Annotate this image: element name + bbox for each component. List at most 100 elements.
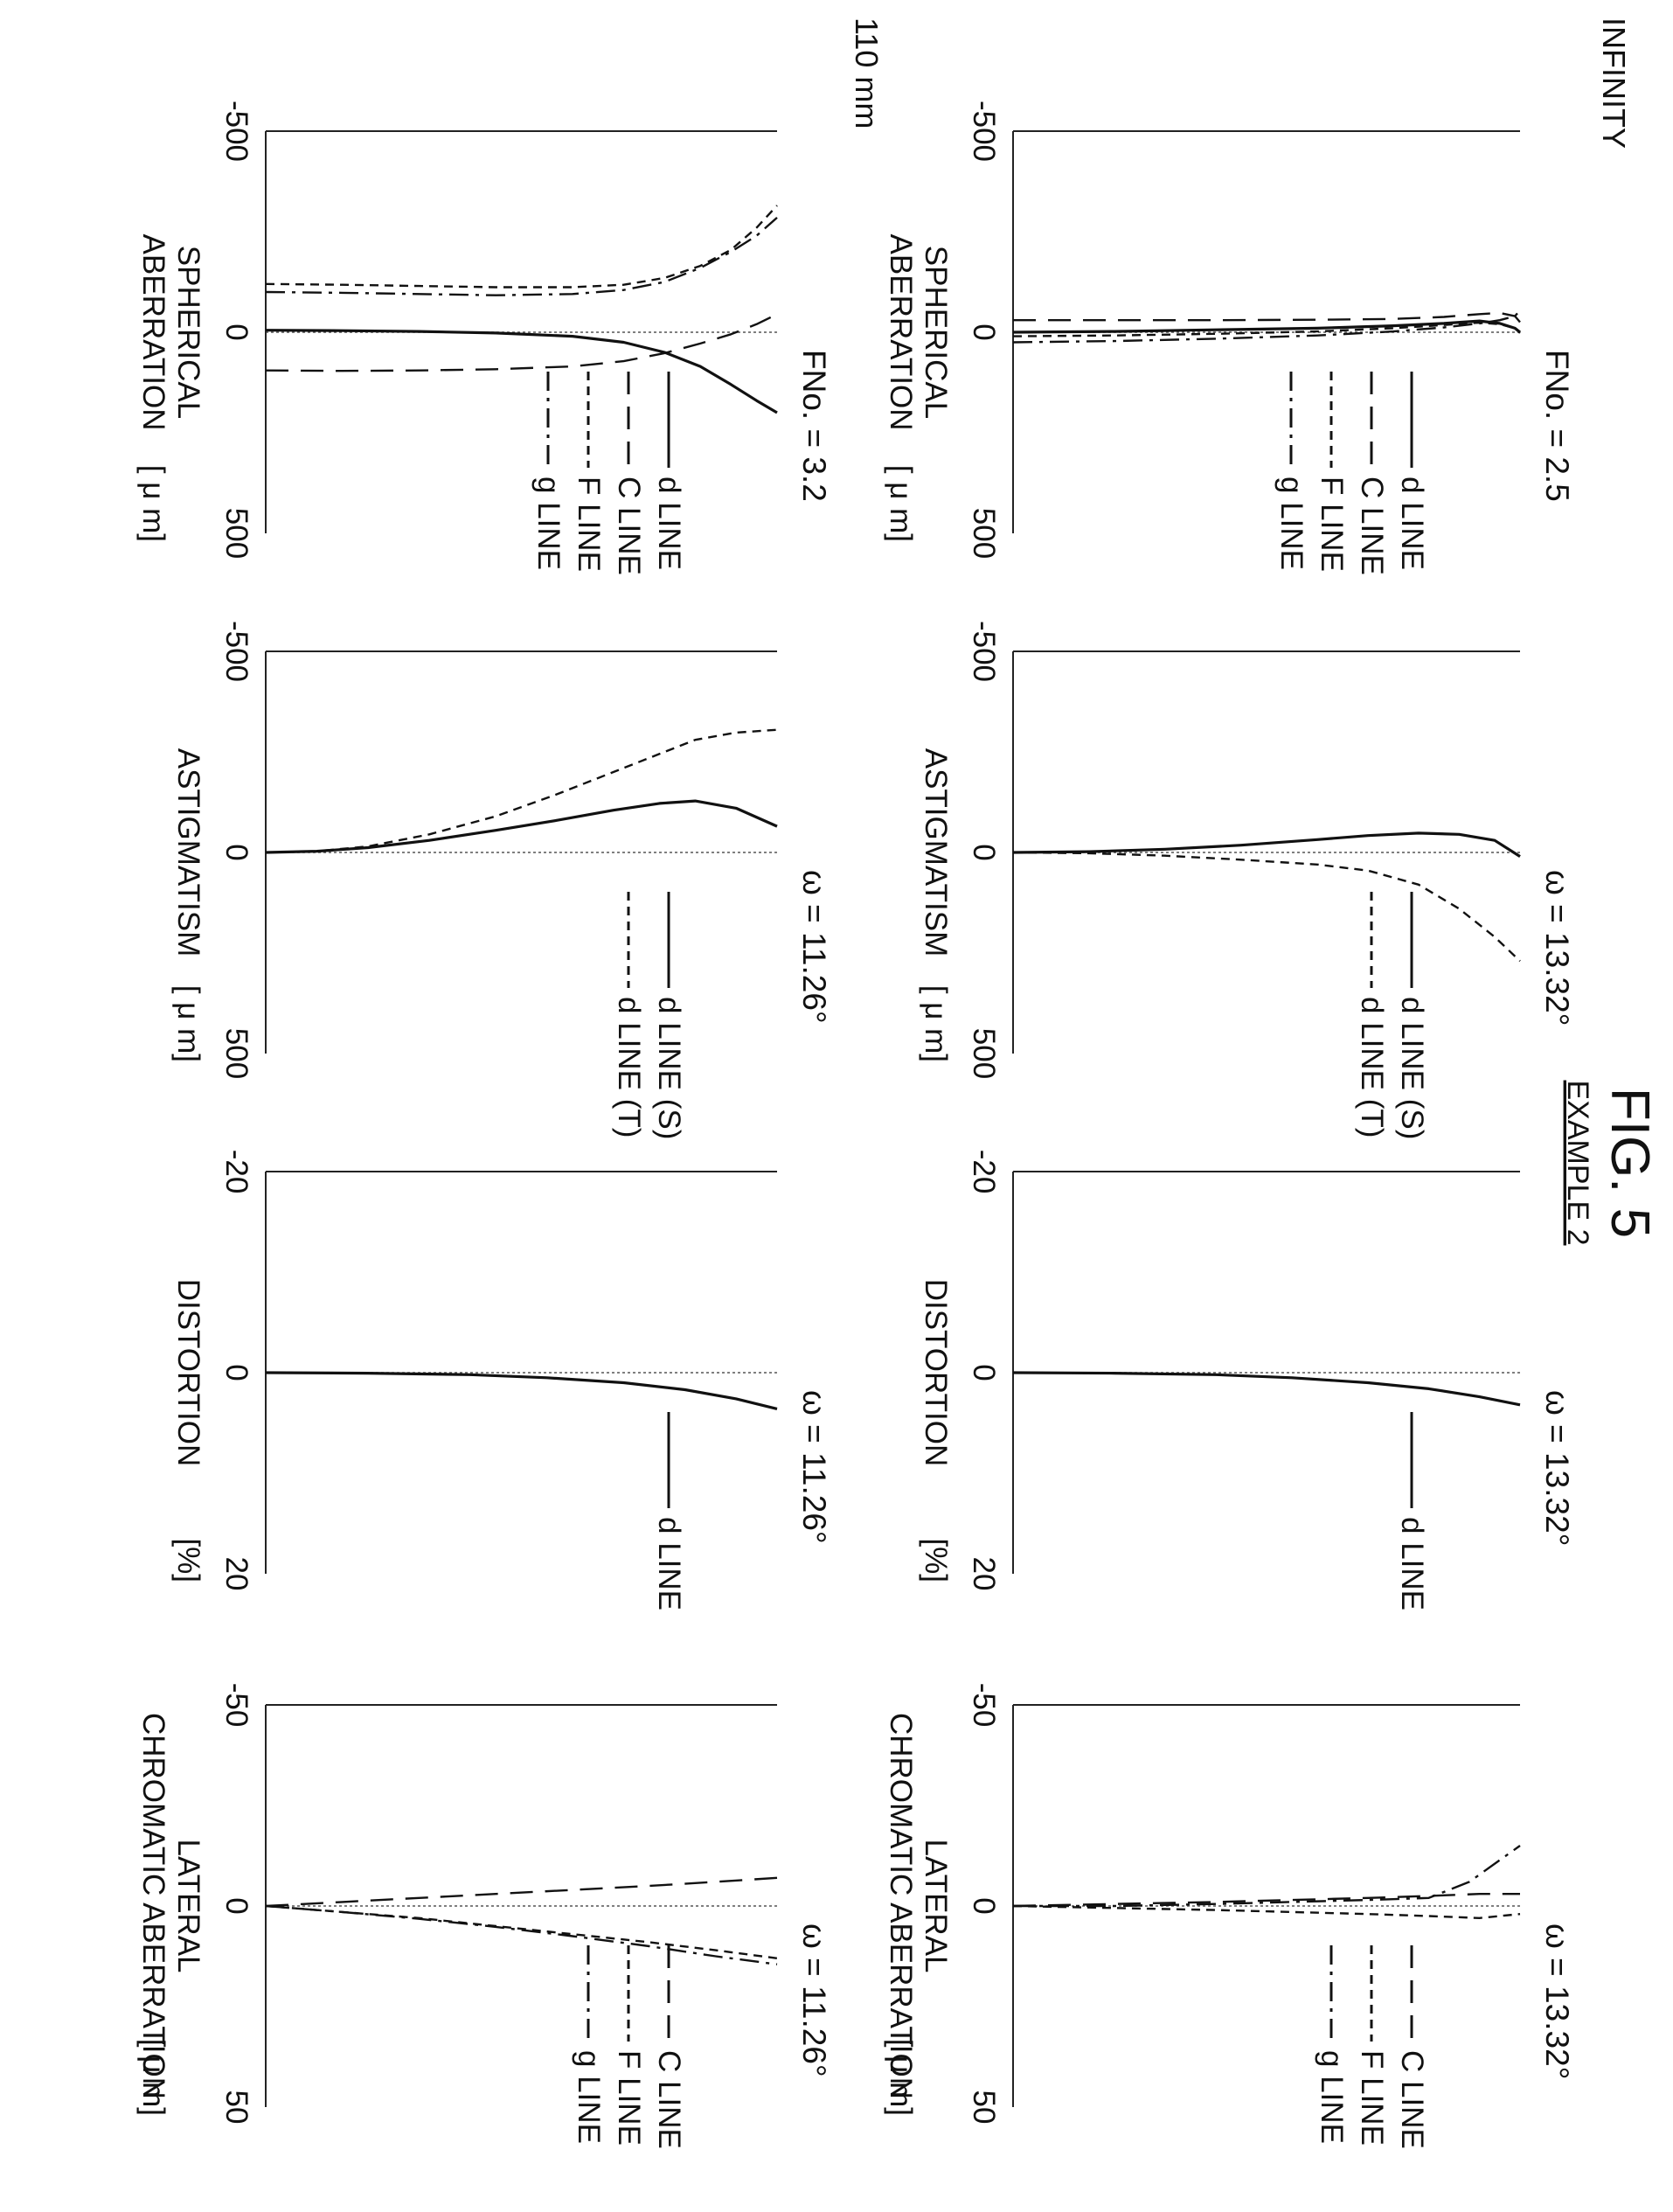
series-line-f-line — [265, 1904, 778, 1959]
param-label: ω = 13.32° — [1539, 1390, 1575, 1546]
tick-label: -20 — [967, 1150, 1001, 1194]
plot-dist-inf: -20 0 20 ω = 13.32° DISTORTION [%] d LINE — [919, 1150, 1575, 1610]
series-line-d-line-t — [1012, 851, 1521, 963]
figure-title: FIG. 5 — [1600, 1088, 1660, 1238]
series-line-f-line — [1012, 321, 1521, 337]
axis-label: ABERRATION — [136, 234, 170, 431]
tick-label: 20 — [219, 1557, 253, 1591]
param-label: FNo. = 2.5 — [1539, 350, 1575, 502]
tick-label: 0 — [967, 323, 1001, 340]
series-line-f-line — [265, 205, 778, 289]
plot-dist-110: -20 0 20 ω = 11.26° DISTORTION [%] d LINE — [171, 1150, 832, 1610]
axis-label: DISTORTION — [171, 1279, 205, 1467]
axis-label: SPHERICAL — [919, 246, 953, 419]
tick-label: 0 — [967, 844, 1001, 860]
series-line-g-line — [265, 217, 778, 296]
axis-label: DISTORTION — [919, 1279, 953, 1467]
axis-unit: [ μ m] — [136, 2039, 170, 2116]
tick-label: -50 — [219, 1683, 253, 1728]
series-line-c-line — [265, 313, 778, 372]
axis-label: ABERRATION — [884, 234, 918, 431]
legend-label: C LINE — [652, 2050, 686, 2149]
legend-label: d LINE — [1395, 1517, 1429, 1610]
legend-label: d LINE — [652, 476, 686, 570]
axis-label: ASTIGMATISM — [171, 748, 205, 957]
axis-label: LATERAL — [919, 1839, 953, 1972]
tick-label: 500 — [219, 1028, 253, 1079]
param-label: ω = 13.32° — [1539, 870, 1575, 1026]
series-line-f-line — [1012, 1904, 1521, 1919]
axis-label: LATERAL — [171, 1839, 205, 1972]
axis-label: ASTIGMATISM — [919, 748, 953, 957]
axis-label: SPHERICAL — [171, 246, 205, 419]
series-line-g-line — [265, 1904, 778, 1965]
legend-label: d LINE — [1395, 476, 1429, 570]
legend-label: F LINE — [572, 476, 606, 572]
series-line-d-line — [1012, 1371, 1521, 1407]
series-line-d-line-s — [1012, 831, 1521, 858]
tick-label: 500 — [967, 1028, 1001, 1079]
series-line-c-line — [1013, 311, 1521, 323]
figure-subtitle: EXAMPLE 2 — [1561, 1081, 1594, 1246]
series-line-d-line-s — [265, 799, 778, 854]
tick-label: -20 — [219, 1150, 253, 1194]
tick-label: 500 — [219, 508, 253, 559]
axis-label: CHROMATIC ABERRATION — [884, 1713, 918, 2099]
series-line-g-line — [1012, 309, 1521, 344]
series-line-d-line-t — [265, 728, 778, 854]
axis-unit: [%] — [919, 1538, 953, 1582]
axis-unit: [ μ m] — [884, 465, 918, 542]
legend-label: g LINE — [1274, 476, 1309, 570]
tick-label: -500 — [967, 621, 1001, 682]
legend-label: F LINE — [612, 2050, 646, 2146]
legend-label: g LINE — [531, 476, 566, 570]
series-line-c-line — [265, 1876, 778, 1908]
tick-label: 50 — [219, 2090, 253, 2125]
tick-label: 0 — [219, 323, 253, 340]
tick-label: 0 — [967, 1364, 1001, 1381]
axis-unit: [ μ m] — [884, 2039, 918, 2116]
tick-label: -500 — [219, 101, 253, 162]
row-label-infinity: INFINITY — [1596, 17, 1632, 149]
tick-label: 500 — [967, 508, 1001, 559]
tick-label: 20 — [967, 1557, 1001, 1591]
tick-label: 0 — [219, 844, 253, 860]
param-label: FNo. = 3.2 — [796, 350, 832, 502]
axis-unit: [ μ m] — [136, 465, 170, 542]
plot-ast-inf: -500 0 500 ω = 13.32° ASTIGMATISM [ μ m] d LIN… — [919, 621, 1575, 1139]
legend-label: C LINE — [1355, 476, 1389, 575]
tick-label: 0 — [967, 1897, 1001, 1914]
legend-label: d LINE (S) — [1395, 997, 1429, 1139]
param-label: ω = 11.26° — [796, 870, 832, 1024]
axis-unit: [ μ m] — [919, 985, 953, 1062]
series-line-c-line — [1012, 1893, 1520, 1908]
legend-label: d LINE (T) — [612, 997, 646, 1137]
legend-label: g LINE — [1315, 2050, 1349, 2144]
tick-label: -500 — [967, 101, 1001, 162]
axis-label: CHROMATIC ABERRATION — [136, 1713, 170, 2099]
legend-label: F LINE — [1355, 2050, 1389, 2146]
param-label: ω = 11.26° — [796, 1923, 832, 2077]
plot-ast-110: -500 0 500 ω = 11.26° ASTIGMATISM [ μ m] d LIN… — [171, 621, 832, 1139]
tick-label: 50 — [967, 2090, 1001, 2125]
legend-label: F LINE — [1315, 476, 1349, 572]
legend-label: C LINE — [612, 476, 646, 575]
series-line-d-line — [265, 329, 778, 414]
axis-unit: [ μ m] — [171, 985, 205, 1062]
legend-label: d LINE — [652, 1517, 686, 1610]
param-label: ω = 11.26° — [796, 1390, 832, 1544]
legend-label: d LINE (S) — [652, 997, 686, 1139]
legend-label: C LINE — [1395, 2050, 1429, 2149]
series-line-d-line — [265, 1371, 778, 1410]
axis-unit: [%] — [171, 1538, 205, 1582]
legend-label: d LINE (T) — [1355, 997, 1389, 1137]
row-label-110mm: 110 mm — [849, 17, 885, 129]
legend-label: g LINE — [572, 2050, 606, 2144]
param-label: ω = 13.32° — [1539, 1923, 1575, 2079]
series-line-g-line — [1013, 1845, 1521, 1908]
